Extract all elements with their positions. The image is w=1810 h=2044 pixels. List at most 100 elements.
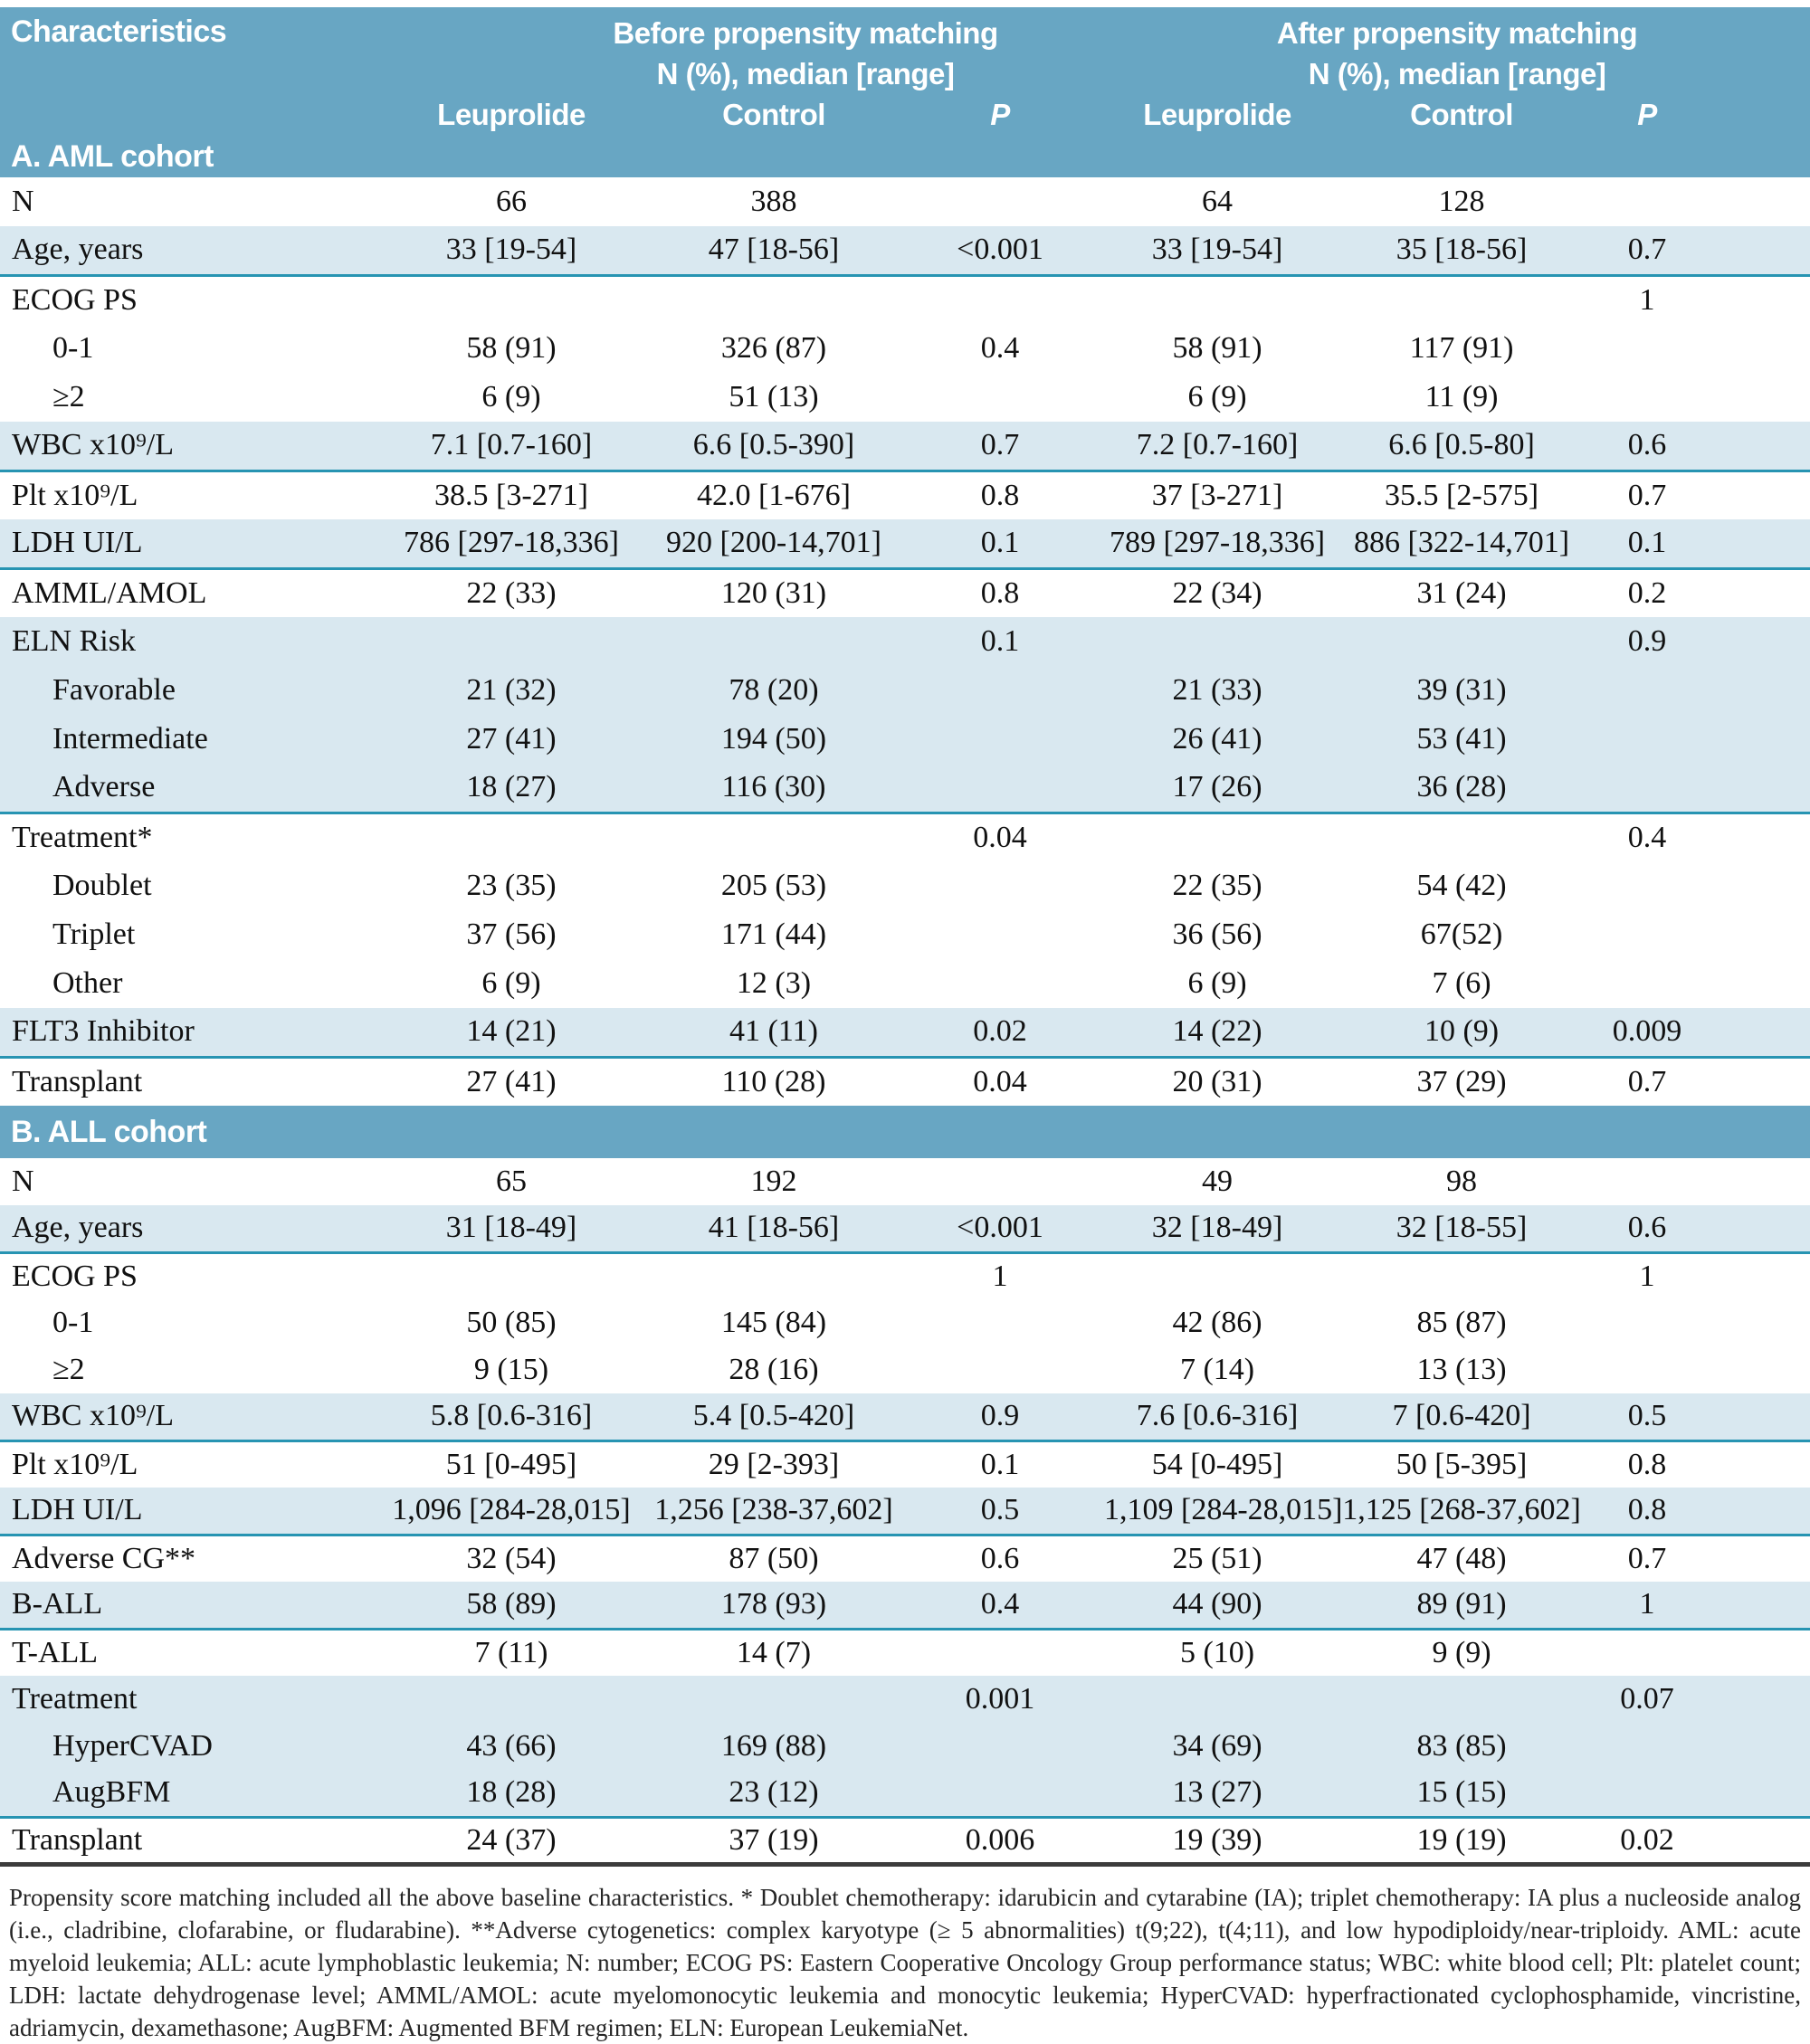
value-cell [1330,813,1593,861]
value-cell [652,1252,896,1299]
row-label: ≥2 [52,1353,85,1386]
value-cell [1593,959,1810,1008]
table-row: Intermediate 27 (41) 194 (50) 26 (41) 53 (41… [0,715,1810,764]
value-cell: 171 (44) [720,917,827,951]
value-cell: 19 (39) [1104,1817,1331,1867]
value-cell: 27 (41) [466,1064,557,1098]
row-label: ELN Risk [0,617,371,666]
table-row: LDH UI/L 1,096 [284-28,015] 1,256 [238-37,… [0,1488,1810,1536]
value-cell: 47 [18-56] [652,226,896,277]
value-cell: 0.001 [896,1676,1105,1723]
value-cell: 5.8 [0.6-316] [371,1393,652,1442]
row-label: Transplant [0,1817,371,1867]
row-label: LDH UI/L [0,519,371,570]
table-row: AugBFM 18 (28) 23 (12) 13 (27) 15 (15) [0,1770,1810,1819]
value-cell: 58 (91) [1172,331,1262,365]
column-header-leuprolide-after: Leuprolide [1104,94,1331,136]
value-cell: 85 (87) [1416,1306,1507,1339]
value-cell [371,617,652,666]
value-cell [896,910,1104,959]
characteristics-table: Characteristics Before propensity matchi… [0,7,1810,1867]
value-cell: 178 (93) [652,1582,896,1630]
row-label: Age, years [0,226,371,277]
table-row: ≥2 9 (15) 28 (16) 7 (14) 13 (13) [0,1346,1810,1393]
row-label: Plt x10⁹/L [12,1447,138,1481]
value-cell: 36 (28) [1330,764,1594,814]
after-matching-group-header: After propensity matching N (%), median … [1104,7,1810,94]
all-section-band: B. ALL cohort [0,1106,1810,1158]
value-cell: 0.1 [896,617,1105,666]
value-cell: 13 (27) [1104,1770,1331,1819]
value-cell: 7.2 [0.7-160] [1104,422,1331,472]
value-cell: 39 (31) [1330,666,1594,715]
value-cell: 1,125 [268-37,602] [1330,1488,1594,1536]
value-cell: 786 [297-18,336] [371,519,652,570]
value-cell: 0.8 [980,575,1020,610]
table-header: Characteristics Before propensity matchi… [0,7,1810,177]
value-cell: 27 (41) [371,715,652,764]
value-cell [1330,1676,1594,1723]
value-cell [1593,764,1810,814]
row-label: N [12,1165,34,1198]
after-matching-subtitle: N (%), median [range] [1308,57,1606,90]
value-cell: 43 (66) [371,1723,652,1770]
value-cell: 0.8 [1593,1488,1810,1536]
row-label: AugBFM [0,1770,371,1819]
value-cell [652,1676,896,1723]
value-cell: 25 (51) [1172,1541,1262,1575]
row-label: WBC x10⁹/L [0,1393,371,1442]
table-row: Other 6 (9) 12 (3) 6 (9) 7 (6) [0,959,1810,1008]
value-cell: 388 [750,185,797,218]
table-row: Adverse 18 (27) 116 (30) 17 (26) 36 (28) [0,764,1810,814]
table-row: WBC x10⁹/L 7.1 [0.7-160] 6.6 [0.5-390] 0.7 7… [0,422,1810,472]
value-cell: 194 (50) [652,715,896,764]
value-cell [652,275,896,324]
value-cell: 18 (27) [371,764,652,814]
value-cell: 1 [1639,1259,1655,1293]
value-cell: 14 (22) [1104,1008,1331,1059]
value-cell: 0.1 [896,519,1105,570]
value-cell [896,959,1104,1008]
value-cell: 5.4 [0.5-420] [652,1393,896,1442]
column-header-p-after: P [1593,94,1810,136]
value-cell: 9 (9) [1432,1635,1491,1669]
before-matching-title: Before propensity matching [613,16,998,50]
value-cell [896,1723,1105,1770]
value-cell: 35.5 [2-575] [1385,478,1539,512]
value-cell: 51 [0-495] [445,1447,577,1481]
value-cell: 87 (50) [729,1541,819,1575]
value-cell: 0.5 [896,1488,1105,1536]
row-label: Treatment [0,1676,371,1723]
value-cell: 31 (24) [1416,575,1507,610]
value-cell: 0.006 [896,1817,1105,1867]
value-cell [896,275,1104,324]
value-cell [1593,910,1810,959]
value-cell: 0.02 [1593,1817,1810,1867]
row-label: Triplet [52,917,136,951]
value-cell: 0.04 [973,1064,1027,1098]
value-cell: 0.07 [1593,1676,1810,1723]
value-cell: 6 (9) [481,966,541,1000]
row-label: Plt x10⁹/L [12,478,138,512]
value-cell: 886 [322-14,701] [1330,519,1594,570]
value-cell: 6 (9) [1187,966,1247,1000]
table-row: N 65 192 49 98 [0,1158,1810,1205]
value-cell: 54 (42) [1416,869,1507,902]
value-cell: 37 (56) [466,917,557,951]
table-row: Doublet 23 (35) 205 (53) 22 (35) 54 (42) [0,861,1810,910]
row-label: 0-1 [52,1306,94,1339]
row-label: Adverse [0,764,371,814]
value-cell: 29 [2-393] [708,1447,840,1481]
value-cell: <0.001 [896,226,1105,277]
value-cell [1104,1252,1330,1299]
value-cell: 54 [0-495] [1151,1447,1283,1481]
table-row: HyperCVAD 43 (66) 169 (88) 34 (69) 83 (85) [0,1723,1810,1770]
value-cell: 6.6 [0.5-80] [1330,422,1594,472]
value-cell: 42 (86) [1172,1306,1262,1339]
value-cell: 44 (90) [1104,1582,1331,1630]
value-cell: 0.8 [1627,1447,1667,1481]
value-cell: 0.7 [1627,1064,1667,1098]
value-cell [371,275,652,324]
value-cell: 13 (13) [1416,1353,1507,1386]
value-cell: 41 (11) [652,1008,896,1059]
